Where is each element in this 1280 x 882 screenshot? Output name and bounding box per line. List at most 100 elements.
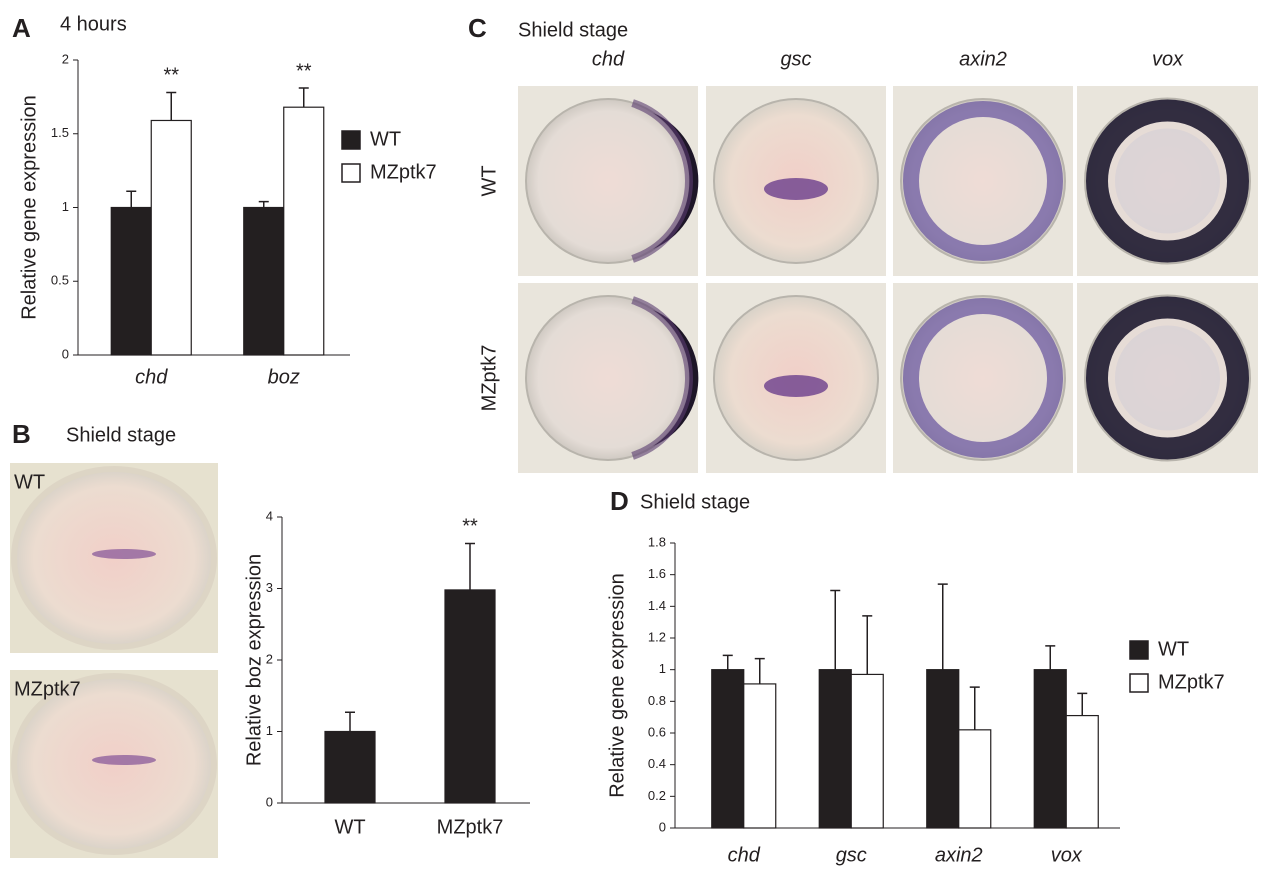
legend-swatch <box>1129 640 1149 660</box>
column-label: gsc <box>780 48 811 70</box>
y-tick-label: 1 <box>659 661 666 676</box>
bar <box>283 106 325 356</box>
significance: ** <box>296 60 312 82</box>
y-tick-label: 1.5 <box>51 125 69 140</box>
column-label: vox <box>1152 48 1184 70</box>
stain <box>1086 99 1249 263</box>
x-tick-label: gsc <box>836 844 867 866</box>
error-bar <box>722 654 733 670</box>
y-tick-label: 4 <box>266 508 273 523</box>
panel-title: Shield stage <box>518 19 628 41</box>
error-bar <box>862 615 873 675</box>
y-axis-label: Relative boz expression <box>243 554 265 766</box>
bar <box>850 673 884 829</box>
y-tick-label: 2 <box>266 651 273 666</box>
x-tick-label: MZptk7 <box>437 816 504 838</box>
error-bar <box>754 657 765 684</box>
error-bar <box>258 200 269 208</box>
stain <box>631 296 693 460</box>
y-tick-label: 0.6 <box>648 724 666 739</box>
x-tick-label: chd <box>135 366 168 388</box>
stain <box>764 178 828 200</box>
legend-swatch <box>1129 673 1149 693</box>
embryo <box>900 295 1066 461</box>
error-bar <box>830 589 841 670</box>
image-label: MZptk7 <box>14 678 81 700</box>
embryo <box>900 98 1066 264</box>
row-label: MZptk7 <box>478 345 500 412</box>
x-tick-label: boz <box>268 366 300 388</box>
y-axis-label: Relative gene expression <box>18 95 40 320</box>
stain <box>1115 128 1220 234</box>
y-tick-label: 1 <box>62 199 69 214</box>
stain <box>653 309 699 447</box>
legend-label: MZptk7 <box>1158 671 1225 693</box>
chart-title: Shield stage <box>640 491 750 513</box>
stain <box>92 755 156 765</box>
error-bar <box>126 190 137 208</box>
bar <box>324 730 376 804</box>
x-tick-label: chd <box>728 844 761 866</box>
error-bar <box>166 91 177 121</box>
bar <box>110 206 152 356</box>
stain <box>631 99 693 263</box>
panel-letter: B <box>12 419 31 449</box>
bar <box>958 729 992 829</box>
y-tick-label: 0.4 <box>648 756 666 771</box>
error-bar <box>298 87 309 108</box>
panel-letter: C <box>468 13 487 43</box>
column-label: chd <box>592 48 625 70</box>
y-tick-label: 1.2 <box>648 629 666 644</box>
y-tick-label: 0 <box>266 794 273 809</box>
legend-label: WT <box>370 128 401 150</box>
error-bar <box>937 583 948 670</box>
significance: ** <box>462 516 478 538</box>
legend-swatch <box>341 130 361 150</box>
y-tick-label: 1.6 <box>648 566 666 581</box>
y-axis-label: Relative gene expression <box>606 573 628 798</box>
stain <box>903 101 1063 261</box>
bar <box>743 683 777 829</box>
chart-title: Shield stage <box>66 424 176 446</box>
column-label: axin2 <box>959 48 1007 70</box>
error-bar <box>1077 692 1088 716</box>
y-tick-label: 3 <box>266 580 273 595</box>
x-tick-label: axin2 <box>935 844 983 866</box>
image-label: WT <box>14 471 45 493</box>
legend-label: WT <box>1158 638 1189 660</box>
error-bar <box>969 686 980 730</box>
error-bar <box>465 542 475 590</box>
significance: ** <box>163 65 179 87</box>
stain <box>92 549 156 559</box>
x-tick-label: WT <box>334 816 365 838</box>
bar <box>243 206 285 356</box>
y-tick-label: 0 <box>659 819 666 834</box>
row-label: WT <box>478 165 500 196</box>
bar <box>711 669 745 829</box>
stain <box>1086 296 1249 460</box>
chart-title: 4 hours <box>60 13 127 35</box>
y-tick-label: 1 <box>266 723 273 738</box>
y-tick-label: 0.8 <box>648 693 666 708</box>
y-tick-label: 1.8 <box>648 534 666 549</box>
bar <box>926 669 960 829</box>
y-tick-label: 0 <box>62 346 69 361</box>
bar <box>1065 714 1099 829</box>
panel-letter: D <box>610 486 629 516</box>
error-bar <box>345 711 355 732</box>
legend-label: MZptk7 <box>370 161 437 183</box>
stain <box>653 112 699 250</box>
bar <box>818 669 852 829</box>
y-tick-label: 2 <box>62 51 69 66</box>
bar <box>444 589 496 804</box>
panel-letter: A <box>12 13 31 43</box>
y-tick-label: 1.4 <box>648 598 666 613</box>
bar <box>150 119 192 356</box>
bar <box>1033 669 1067 829</box>
stain <box>903 298 1063 458</box>
y-tick-label: 0.2 <box>648 788 666 803</box>
stain <box>1115 325 1220 431</box>
legend-swatch <box>341 163 361 183</box>
x-tick-label: vox <box>1051 844 1083 866</box>
